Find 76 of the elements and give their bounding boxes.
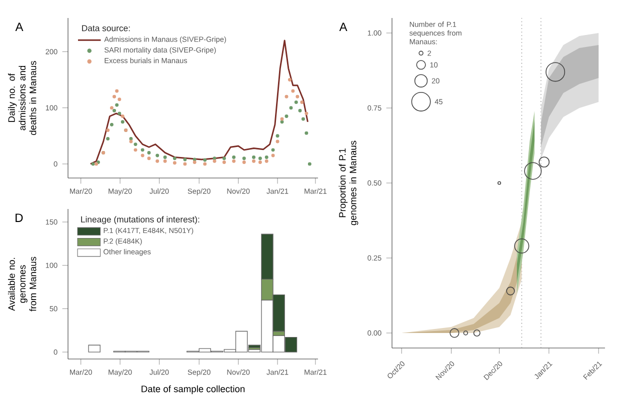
point: [242, 156, 246, 160]
point: [258, 160, 262, 164]
point: [140, 154, 144, 158]
point: [294, 100, 298, 104]
point: [301, 117, 305, 121]
text: A: [15, 22, 24, 31]
point: [298, 108, 302, 112]
point: [276, 140, 280, 144]
point: [252, 155, 256, 159]
point: [304, 112, 308, 116]
point: [222, 160, 226, 164]
point: [284, 114, 288, 118]
point: [134, 148, 138, 152]
point: [264, 159, 268, 163]
point: [284, 94, 288, 98]
point: [291, 89, 295, 93]
point: [203, 158, 207, 162]
point: [288, 78, 292, 82]
point: [115, 89, 119, 93]
point: [156, 159, 160, 163]
point: [115, 103, 119, 107]
point: [308, 162, 312, 166]
point: [232, 159, 236, 163]
point: [276, 134, 280, 138]
point: [134, 142, 138, 146]
point: [147, 156, 151, 160]
text: D: [16, 214, 23, 222]
point: [172, 161, 176, 165]
point: [91, 162, 95, 166]
point: [106, 136, 110, 140]
point: [264, 155, 268, 159]
point: [120, 114, 124, 118]
point: [300, 100, 304, 104]
point: [222, 156, 226, 160]
point: [118, 112, 122, 116]
point: [304, 131, 308, 135]
point: [140, 148, 144, 152]
point: [271, 148, 275, 152]
point: [242, 160, 246, 164]
point: [192, 158, 196, 162]
point: [212, 159, 216, 163]
y-axis-title: Daily no. of admissions and deaths in Manaus: [8, 60, 36, 135]
text: A: [339, 22, 348, 31]
x-axis-title: Date of sample collection: [142, 385, 245, 394]
point: [296, 94, 300, 98]
point: [183, 158, 187, 162]
point: [280, 117, 284, 121]
point: [120, 120, 124, 124]
point: [252, 159, 256, 163]
point: [172, 156, 176, 160]
point: [129, 136, 133, 140]
point: [129, 140, 133, 144]
point: [163, 155, 167, 159]
point: [271, 154, 275, 158]
point: [156, 154, 160, 158]
y-axis-title: Available no. genomes from Manaus: [8, 256, 36, 312]
point: [112, 108, 116, 112]
point: [289, 106, 293, 110]
point: [110, 106, 114, 110]
legend-title: Data source:: [82, 25, 130, 32]
point: [147, 150, 151, 154]
point: [118, 98, 122, 102]
point: [183, 162, 187, 166]
point: [232, 155, 236, 159]
point: [163, 159, 167, 163]
bar: [88, 344, 100, 352]
point: [112, 94, 116, 98]
point: [110, 122, 114, 126]
point: [192, 160, 196, 164]
point: [212, 156, 216, 160]
point: [258, 156, 262, 160]
y-axis-title: Proportion of P.1 genomes in Manaus: [338, 140, 358, 226]
point: [106, 128, 110, 132]
legend-title: Lineage (mutations of interest):: [81, 216, 200, 224]
point: [280, 120, 284, 124]
point: [203, 162, 207, 166]
